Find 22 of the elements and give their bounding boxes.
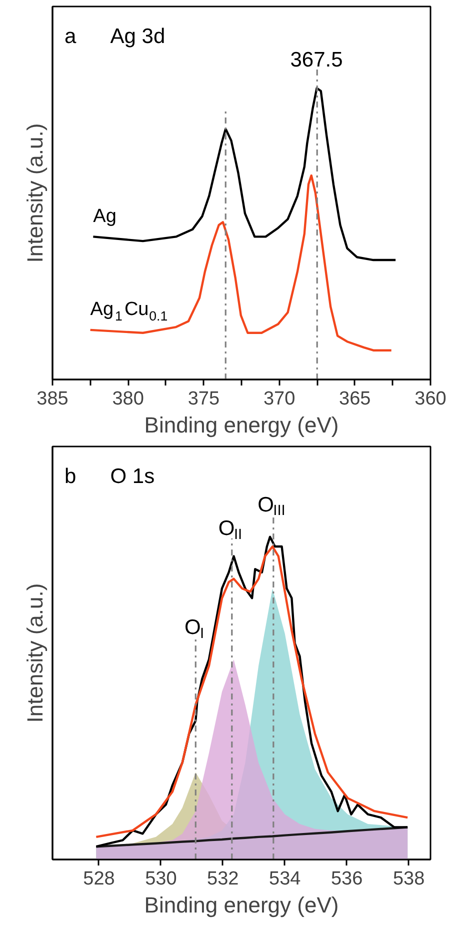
- text: a: [64, 25, 76, 48]
- series-label: Ag: [93, 206, 116, 227]
- x-tick-label: 538: [392, 868, 425, 890]
- x-tick-label: 365: [339, 388, 371, 410]
- x-tick-label: 375: [188, 388, 220, 410]
- x-tick-label: 360: [414, 388, 446, 410]
- x-tick-label: 370: [263, 388, 296, 410]
- text: O 1s: [110, 465, 155, 488]
- x-tick-label: 385: [36, 388, 68, 410]
- text: b: [64, 465, 76, 488]
- y-axis-title: Intensity (a.u.): [22, 583, 48, 723]
- x-tick-label: 532: [207, 868, 239, 890]
- x-axis-title: Binding energy (eV): [144, 892, 339, 918]
- text: Ag 3d: [110, 25, 166, 48]
- x-axis-title: Binding energy (eV): [144, 412, 339, 438]
- x-tick-label: 380: [112, 388, 144, 410]
- y-axis-title: Intensity (a.u.): [22, 123, 48, 263]
- x-tick-label: 534: [269, 868, 302, 890]
- x-tick-label: 536: [330, 868, 363, 890]
- x-tick-label: 528: [83, 868, 115, 890]
- ref-line-label: 367.5: [290, 48, 343, 72]
- x-tick-label: 530: [145, 868, 177, 890]
